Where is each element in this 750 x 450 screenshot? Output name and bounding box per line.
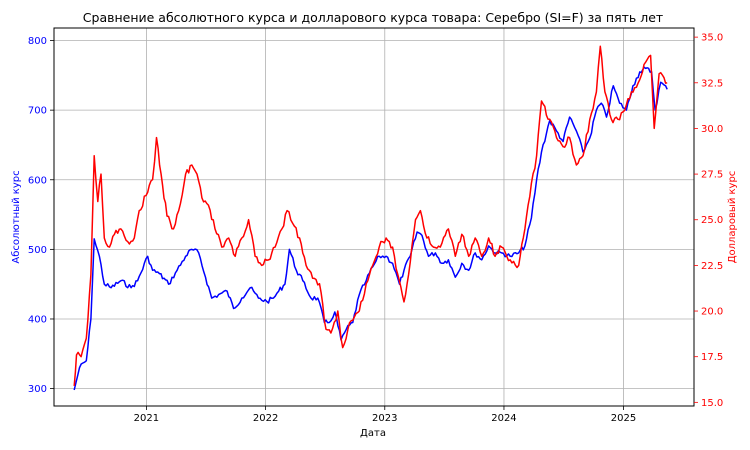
x-tick-label: 2025 [611, 413, 636, 424]
y-right-tick-label: 25.0 [701, 215, 723, 226]
y-left-tick-label: 500 [28, 245, 47, 256]
y-axis-left-label: Абсолютный курс [11, 170, 22, 263]
x-tick-label: 2023 [372, 413, 397, 424]
y-left-tick-label: 800 [28, 36, 47, 47]
chart-title: Сравнение абсолютного курса и долларовог… [83, 10, 663, 25]
y-right-tick-label: 17.5 [701, 352, 723, 363]
y-left-tick-label: 700 [28, 106, 47, 117]
grid [54, 28, 694, 406]
x-tick-label: 2021 [134, 413, 159, 424]
y-right-tick-label: 22.5 [701, 261, 723, 272]
y-right-tick-label: 35.0 [701, 33, 723, 44]
y-right-tick-label: 27.5 [701, 170, 723, 181]
plot-frame [53, 27, 695, 407]
y-left-tick-label: 300 [28, 384, 47, 395]
y-right-tick-label: 32.5 [701, 78, 723, 89]
y-right-tick-label: 20.0 [701, 307, 723, 318]
y-left-tick-label: 400 [28, 314, 47, 325]
y-right-tick-label: 15.0 [701, 398, 723, 409]
y-axis-right-label: Долларовый курс [727, 171, 738, 264]
x-axis: 2021 2022 2023 2024 2025 [134, 406, 636, 424]
series-group [73, 45, 668, 391]
y-axis-right: 15.0 17.5 20.0 22.5 25.0 27.5 30.0 32.5 35.0 [694, 33, 723, 409]
y-left-tick-label: 600 [28, 175, 47, 186]
x-axis-label: Дата [360, 428, 386, 439]
y-right-tick-label: 30.0 [701, 124, 723, 135]
x-tick-label: 2022 [253, 413, 278, 424]
series-line-dollar [73, 45, 668, 386]
x-tick-label: 2024 [491, 413, 516, 424]
y-axis-left: 300 400 500 600 700 800 [28, 36, 54, 395]
